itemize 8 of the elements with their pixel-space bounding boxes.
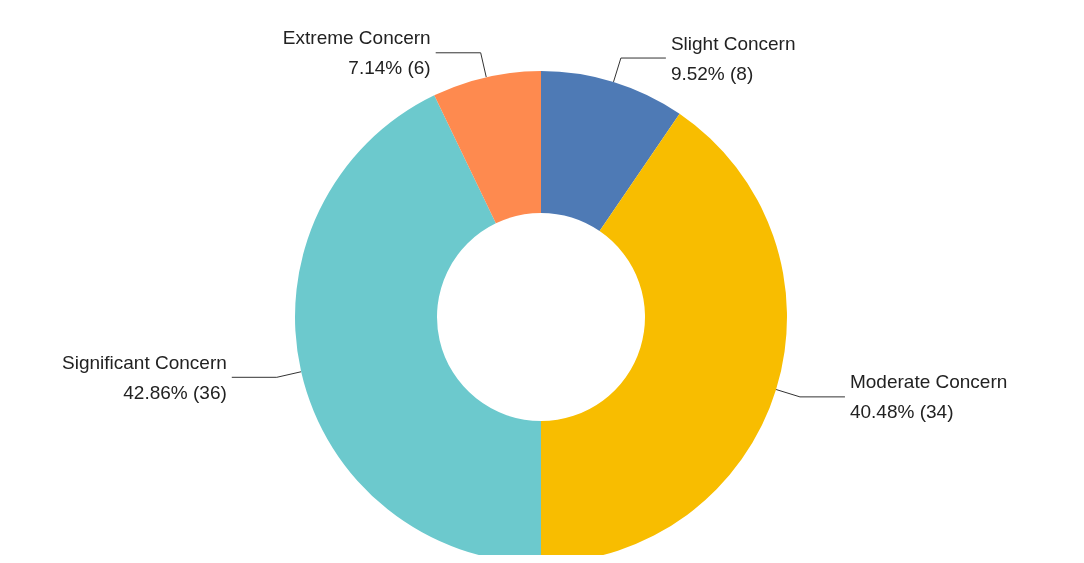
slice-label: Significant Concern — [62, 351, 227, 373]
data-label: 9.52% (8) — [670, 62, 754, 84]
slice-label: Moderate Concern — [849, 371, 1008, 393]
data-label: 42.86% (36) — [123, 381, 227, 403]
slice-label: Slight Concern — [670, 32, 796, 54]
data-label: 7.14% (6) — [348, 57, 431, 79]
slice-label: Extreme Concern — [282, 27, 431, 49]
data-label: 40.48% (34) — [849, 401, 954, 423]
